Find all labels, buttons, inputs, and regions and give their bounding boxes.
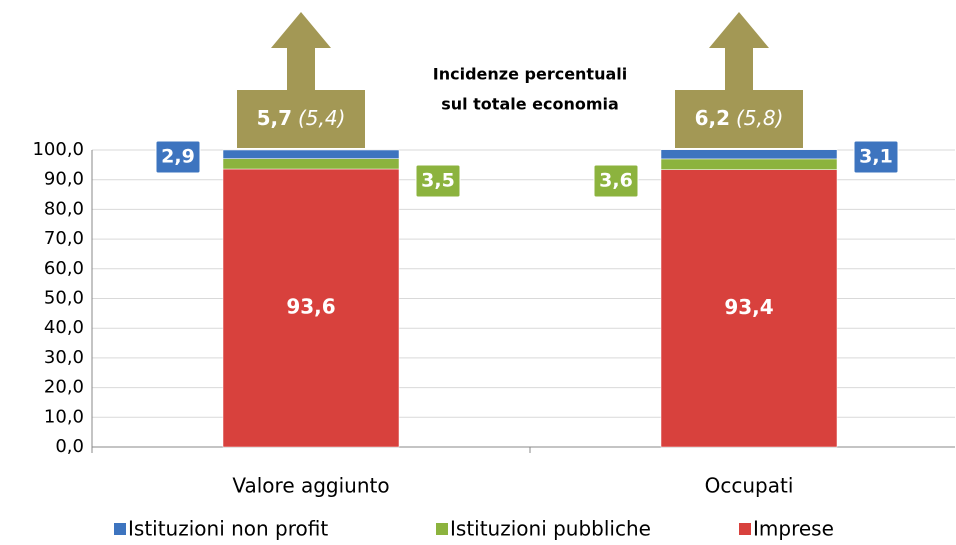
- y-tick-label: 10,0: [44, 406, 84, 427]
- annotation-value: 6,2: [695, 106, 730, 130]
- data-label: 2,9: [161, 146, 195, 168]
- legend-label: Imprese: [753, 517, 834, 541]
- annotation-arrow: [709, 12, 769, 90]
- annotation-value: 5,7: [257, 106, 292, 130]
- legend-swatch: [114, 523, 126, 535]
- data-label-box: [853, 140, 899, 174]
- annotation: 6,2 (5,8): [695, 106, 784, 130]
- data-label: 3,6: [599, 170, 633, 192]
- data-label-box: [415, 164, 461, 198]
- bar-segment: [660, 169, 838, 448]
- bar-segment: [660, 158, 838, 170]
- y-tick-label: 50,0: [44, 288, 84, 309]
- data-label-box: [155, 140, 201, 174]
- legend-swatch: [436, 523, 448, 535]
- bar-segment: [222, 149, 400, 159]
- data-label: 3,5: [421, 170, 455, 192]
- chart-title: Incidenze percentuali: [433, 65, 627, 84]
- annotation-detail: (5,8): [736, 106, 783, 130]
- y-tick-label: 70,0: [44, 228, 84, 249]
- data-label-box: [593, 164, 639, 198]
- y-tick-label: 80,0: [44, 198, 84, 219]
- y-tick-label: 60,0: [44, 258, 84, 279]
- y-tick-label: 30,0: [44, 347, 84, 368]
- annotation: 5,7 (5,4): [257, 106, 346, 130]
- y-tick-label: 90,0: [44, 169, 84, 190]
- data-label: 3,1: [859, 146, 893, 168]
- legend-label: Istituzioni non profit: [128, 517, 328, 541]
- bar-segment: [660, 149, 838, 160]
- y-tick-label: 0,0: [55, 436, 84, 457]
- y-tick-label: 40,0: [44, 317, 84, 338]
- legend-swatch: [739, 523, 751, 535]
- x-tick-label: Occupati: [705, 474, 794, 498]
- data-label: 93,4: [724, 295, 773, 319]
- bar-segment: [222, 158, 400, 170]
- annotation-arrow: [271, 12, 331, 90]
- annotation-box: [237, 90, 365, 148]
- chart-title: sul totale economia: [441, 95, 619, 114]
- y-tick-label: 100,0: [32, 139, 84, 160]
- bar-segment: [222, 168, 400, 448]
- annotation-detail: (5,4): [298, 106, 345, 130]
- legend-label: Istituzioni pubbliche: [450, 517, 651, 541]
- annotation-box: [675, 90, 803, 148]
- data-label: 93,6: [286, 295, 335, 319]
- x-tick-label: Valore aggiunto: [232, 474, 389, 498]
- y-tick-label: 20,0: [44, 377, 84, 398]
